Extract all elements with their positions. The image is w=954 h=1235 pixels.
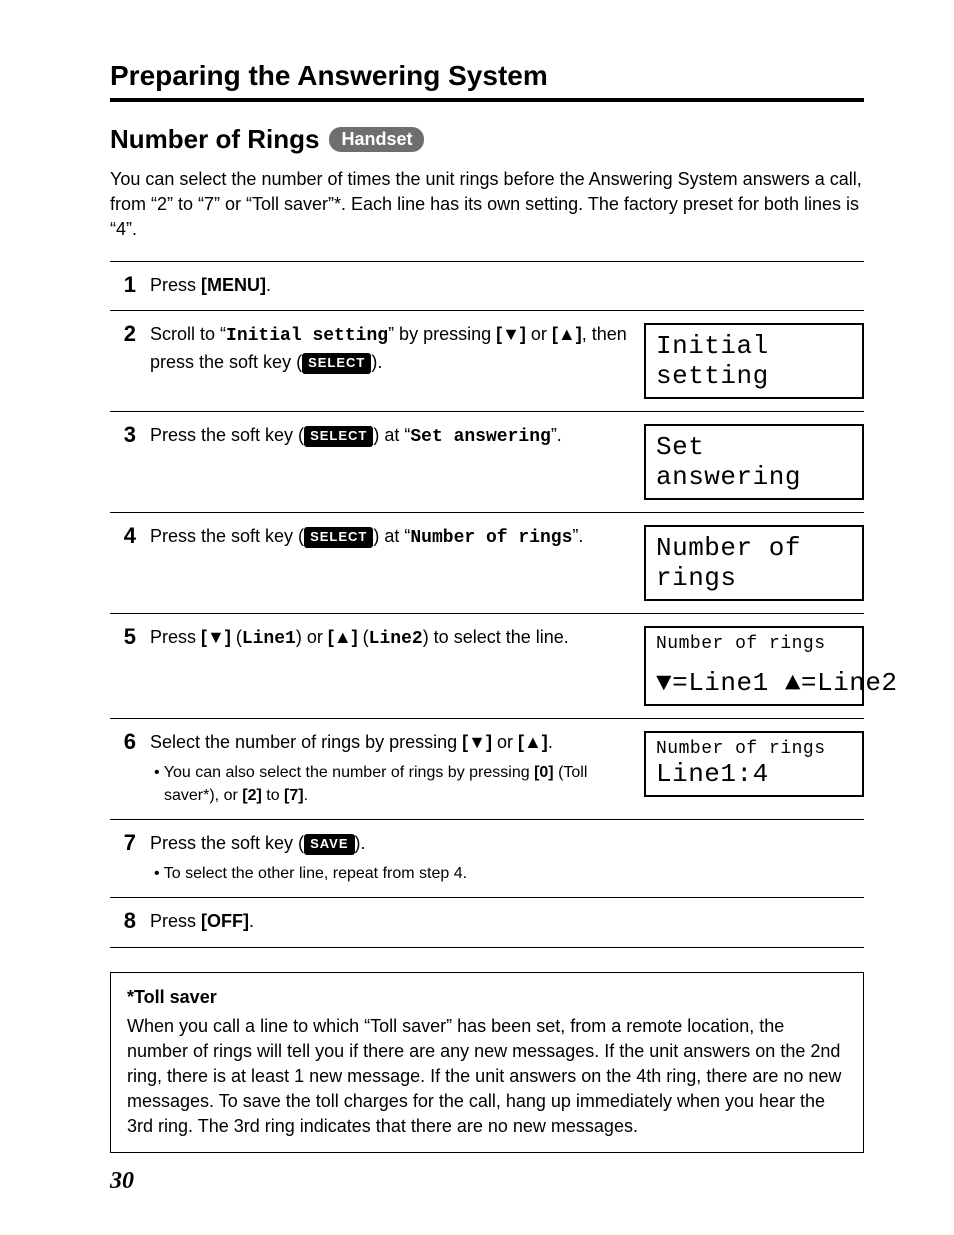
lcd-term: Set answering — [410, 427, 550, 447]
step-body: Select the number of rings by pressing [… — [150, 729, 630, 807]
text: Scroll to “ — [150, 324, 226, 344]
text: Press — [150, 275, 201, 295]
lcd-display: Number of rings Line1:4 — [644, 731, 864, 797]
step-body: Press [OFF]. — [150, 908, 864, 934]
text: ) at “ — [373, 425, 410, 445]
sub-bullet: You can also select the number of rings … — [150, 761, 630, 807]
note-body: When you call a line to which “Toll save… — [127, 1014, 847, 1140]
step-body: Press [▼] (Line1) or [▲] (Line2) to sele… — [150, 624, 630, 706]
step-number: 4 — [110, 523, 136, 601]
step-number: 8 — [110, 908, 136, 934]
step-row: 5 Press [▼] (Line1) or [▲] (Line2) to se… — [110, 614, 864, 719]
text: ) or — [296, 627, 328, 647]
text: . — [304, 787, 308, 804]
step-row: 7 Press the soft key (SAVE). To select t… — [110, 820, 864, 897]
text: or — [492, 732, 518, 752]
lcd-column: Initial setting — [644, 321, 864, 399]
step-row: 2 Scroll to “Initial setting” by pressin… — [110, 311, 864, 412]
select-softkey-icon: SELECT — [304, 527, 373, 548]
lcd-line: Number of rings — [656, 634, 852, 654]
subhead: Number of Rings — [110, 124, 319, 155]
text: to — [262, 787, 284, 804]
text: ) at “ — [373, 526, 410, 546]
save-softkey-icon: SAVE — [304, 834, 354, 855]
key-7: [7] — [284, 787, 304, 804]
text: You can also select the number of rings … — [164, 764, 534, 781]
text: Press the soft key ( — [150, 833, 304, 853]
step-row: 6 Select the number of rings by pressing… — [110, 719, 864, 820]
step-row: 8 Press [OFF]. — [110, 897, 864, 947]
lcd-line: Line1:4 — [656, 759, 852, 789]
text: Press the soft key ( — [150, 425, 304, 445]
step-number: 5 — [110, 624, 136, 706]
lcd-column: Number of rings — [644, 523, 864, 601]
step-body: Scroll to “Initial setting” by pressing … — [150, 321, 630, 399]
down-key: [▼] — [462, 732, 492, 752]
step-number: 7 — [110, 830, 136, 885]
menu-key: [MENU] — [201, 275, 266, 295]
step-body: Press the soft key (SELECT) at “Number o… — [150, 523, 630, 601]
lcd-term: Initial setting — [226, 326, 388, 346]
text: ”. — [572, 526, 583, 546]
text: . — [249, 911, 254, 931]
select-softkey-icon: SELECT — [302, 353, 371, 374]
page-number: 30 — [110, 1168, 134, 1195]
key-2: [2] — [242, 787, 262, 804]
lcd-column: Number of rings ▼=Line1 ▲=Line2 — [644, 624, 864, 706]
text: . — [548, 732, 553, 752]
page: Preparing the Answering System Number of… — [0, 0, 954, 1235]
text: ” by pressing — [388, 324, 496, 344]
text: ) to select the line. — [423, 627, 569, 647]
line2-term: Line2 — [369, 629, 423, 649]
lcd-display: Set answering — [644, 424, 864, 500]
text: Select the number of rings by pressing — [150, 732, 462, 752]
step-row: 3 Press the soft key (SELECT) at “Set an… — [110, 412, 864, 513]
step-body: Press [MENU]. — [150, 272, 864, 298]
off-key: [OFF] — [201, 911, 249, 931]
text: ). — [355, 833, 366, 853]
text: ”. — [551, 425, 562, 445]
text: or — [526, 324, 552, 344]
handset-pill: Handset — [329, 127, 424, 152]
text: Press the soft key ( — [150, 526, 304, 546]
sub-bullet: To select the other line, repeat from st… — [150, 862, 864, 885]
text: ). — [371, 352, 382, 372]
intro-paragraph: You can select the number of times the u… — [110, 167, 864, 243]
lcd-term: Number of rings — [410, 528, 572, 548]
text: Press — [150, 627, 201, 647]
note-title: *Toll saver — [127, 985, 847, 1010]
subhead-row: Number of Rings Handset — [110, 124, 864, 155]
lcd-line: ▼=Line1 ▲=Line2 — [656, 668, 852, 698]
text: ( — [231, 627, 242, 647]
text: Press — [150, 911, 201, 931]
step-number: 1 — [110, 272, 136, 298]
lcd-display: Number of rings ▼=Line1 ▲=Line2 — [644, 626, 864, 706]
step-row: 1 Press [MENU]. — [110, 262, 864, 311]
down-key: [▼] — [201, 627, 231, 647]
select-softkey-icon: SELECT — [304, 426, 373, 447]
step-number: 2 — [110, 321, 136, 399]
steps-list: 1 Press [MENU]. 2 Scroll to “Initial set… — [110, 261, 864, 948]
lcd-line: Number of rings — [656, 739, 852, 759]
step-body: Press the soft key (SELECT) at “Set answ… — [150, 422, 630, 500]
text: ( — [358, 627, 369, 647]
text: . — [266, 275, 271, 295]
lcd-display: Initial setting — [644, 323, 864, 399]
step-number: 3 — [110, 422, 136, 500]
up-key: [▲] — [552, 324, 582, 344]
up-key: [▲] — [518, 732, 548, 752]
step-row: 4 Press the soft key (SELECT) at “Number… — [110, 513, 864, 614]
up-key: [▲] — [328, 627, 358, 647]
lcd-display: Number of rings — [644, 525, 864, 601]
step-body: Press the soft key (SAVE). To select the… — [150, 830, 864, 885]
toll-saver-note: *Toll saver When you call a line to whic… — [110, 972, 864, 1153]
section-title: Preparing the Answering System — [110, 60, 864, 102]
key-0: [0] — [534, 764, 554, 781]
down-key: [▼] — [496, 324, 526, 344]
lcd-column: Number of rings Line1:4 — [644, 729, 864, 807]
step-number: 6 — [110, 729, 136, 807]
lcd-column: Set answering — [644, 422, 864, 500]
line1-term: Line1 — [242, 629, 296, 649]
